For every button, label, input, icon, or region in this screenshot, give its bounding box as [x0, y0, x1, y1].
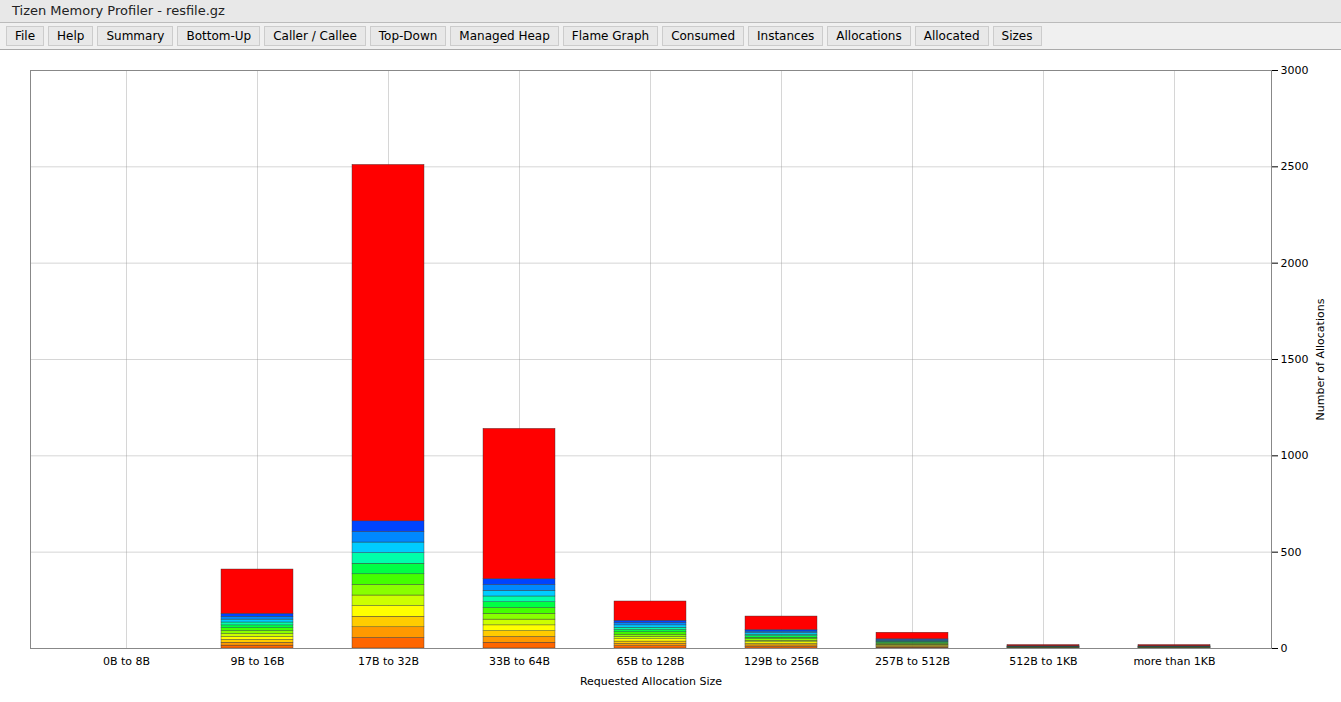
- html-text:Tizen Memory Profiler - resfil: Tizen Memory Profiler - resfile.gz: [12, 3, 225, 18]
- svg-text:0B to 8B: 0B to 8B: [103, 655, 150, 668]
- svg-text:Number of Allocations: Number of Allocations: [1314, 298, 1327, 420]
- svg-text:512B to 1KB: 512B to 1KB: [1009, 655, 1077, 668]
- html-text:Sizes: Sizes: [1001, 29, 1033, 43]
- svg-text:2500: 2500: [1281, 160, 1309, 173]
- svg-text:more than 1KB: more than 1KB: [1133, 655, 1215, 668]
- svg-text:33B to 64B: 33B to 64B: [489, 655, 550, 668]
- html-text:Allocations: Allocations: [836, 29, 902, 43]
- html-text:Instances: Instances: [757, 29, 815, 43]
- html-text:Caller / Callee: Caller / Callee: [273, 29, 357, 43]
- html-text:Summary: Summary: [106, 29, 165, 43]
- html-text:Flame Graph: Flame Graph: [571, 29, 650, 43]
- html-text:Managed Heap: Managed Heap: [459, 29, 550, 43]
- svg-text:1000: 1000: [1281, 449, 1309, 462]
- svg-text:9B to 16B: 9B to 16B: [230, 655, 284, 668]
- html-text:Bottom-Up: Bottom-Up: [186, 29, 252, 43]
- svg-text:257B to 512B: 257B to 512B: [875, 655, 950, 668]
- svg-text:500: 500: [1281, 546, 1302, 559]
- html-text:Top-Down: Top-Down: [378, 29, 438, 43]
- svg-text:Requested Allocation Size: Requested Allocation Size: [580, 675, 722, 688]
- svg-text:3000: 3000: [1281, 64, 1309, 77]
- html-text:Allocated: Allocated: [923, 29, 980, 43]
- svg-text:1500: 1500: [1281, 353, 1309, 366]
- svg-text:129B to 256B: 129B to 256B: [744, 655, 819, 668]
- html-text:Consumed: Consumed: [671, 29, 735, 43]
- svg-text:65B to 128B: 65B to 128B: [616, 655, 684, 668]
- svg-text:0: 0: [1281, 642, 1288, 655]
- svg-text:17B to 32B: 17B to 32B: [358, 655, 419, 668]
- svg-text:2000: 2000: [1281, 257, 1309, 270]
- html-text:File: File: [15, 29, 36, 43]
- html-text:Help: Help: [57, 29, 85, 43]
